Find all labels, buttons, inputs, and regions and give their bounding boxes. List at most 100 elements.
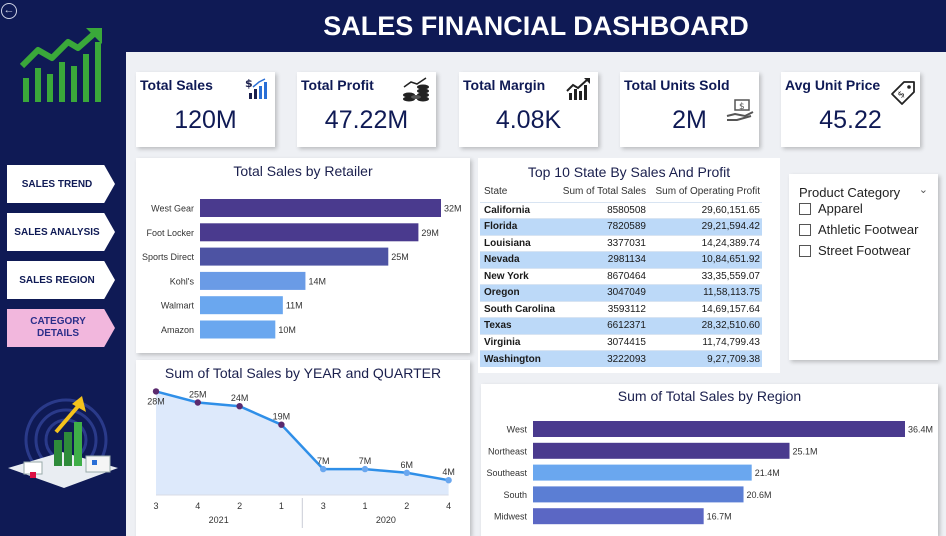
category-label: Foot Locker <box>146 228 194 238</box>
kpi-title: Total Sales <box>140 77 213 93</box>
table-cell: 3074415 <box>607 336 646 348</box>
bar[interactable] <box>200 199 441 217</box>
table-row[interactable]: Texas 6612371 28,32,510.60 <box>480 317 762 334</box>
data-point[interactable] <box>278 421 285 428</box>
data-label: 6M <box>401 460 414 470</box>
data-label: 10M <box>278 325 296 335</box>
bar[interactable] <box>200 296 283 315</box>
table-cell: 3047049 <box>607 287 646 299</box>
x-group-label: 2021 <box>209 515 229 525</box>
column-header[interactable]: Sum of Operating Profit <box>655 186 761 198</box>
table-cell: 8670464 <box>607 270 646 282</box>
x-tick-label: 2 <box>237 501 242 511</box>
category-label: Amazon <box>161 325 194 335</box>
chart-title: Total Sales by Retailer <box>233 163 373 179</box>
table-cell: 3593112 <box>607 303 646 315</box>
column-header[interactable]: State <box>484 186 508 198</box>
state-table: State Sum of Total Sales Sum of Operatin… <box>480 182 762 367</box>
table-cell: 33,35,559.07 <box>701 270 760 282</box>
price-tag-icon: $ <box>890 80 916 111</box>
table-row[interactable]: Virginia 3074415 11,74,799.43 <box>480 334 762 351</box>
table-cell: 14,24,389.74 <box>701 237 760 249</box>
kpi-value: 120M <box>174 106 237 134</box>
kpi-value: 2M <box>672 106 707 134</box>
x-tick-label: 2 <box>404 501 409 511</box>
x-tick-label: 1 <box>279 501 284 511</box>
x-tick-label: 1 <box>362 501 367 511</box>
chart-title: Sum of Total Sales by Region <box>617 388 802 404</box>
table-row[interactable]: South Carolina 3593112 14,69,157.64 <box>480 301 762 318</box>
bar[interactable] <box>200 247 389 266</box>
checkbox[interactable] <box>799 223 811 236</box>
data-label: 7M <box>317 456 330 466</box>
table-row[interactable]: Washington 3222093 9,27,709.38 <box>480 350 762 367</box>
data-point[interactable] <box>403 469 410 476</box>
growth-chart-logo-icon <box>19 28 104 109</box>
table-row[interactable]: California 8580508 29,60,151.65 <box>480 202 762 219</box>
slicer-title: Product Category <box>799 185 901 200</box>
table-title: Top 10 State By Sales And Profit <box>527 164 731 180</box>
svg-text:$: $ <box>896 90 907 101</box>
data-point[interactable] <box>152 388 160 395</box>
slicer-option-label: Street Footwear <box>818 243 911 258</box>
data-point[interactable] <box>445 477 452 484</box>
table-cell: 11,58,113.75 <box>703 287 760 299</box>
chevron-down-icon[interactable]: ⌄ <box>918 184 928 196</box>
bar[interactable] <box>200 223 419 242</box>
column-header[interactable]: Sum of Total Sales <box>562 186 646 198</box>
nav-sales-region-button[interactable]: SALES REGION <box>7 261 115 299</box>
year-quarter-chart-card: Sum of Total Sales by YEAR and QUARTER 2… <box>136 360 470 536</box>
checkbox[interactable] <box>799 244 811 257</box>
bar[interactable] <box>533 508 704 525</box>
svg-text:$: $ <box>739 102 745 112</box>
x-tick-label: 4 <box>446 501 451 511</box>
kpi-title: Total Profit <box>301 77 374 93</box>
table-row[interactable]: Louisiana 3377031 14,24,389.74 <box>480 235 762 252</box>
table-row[interactable]: Oregon 3047049 11,58,113.75 <box>480 284 762 301</box>
bar[interactable] <box>200 271 306 290</box>
slicer-option-athletic-footwear[interactable]: Athletic Footwear <box>799 222 918 237</box>
nav-sales-trend-button[interactable]: SALES TREND <box>7 165 115 203</box>
data-point[interactable] <box>320 465 327 473</box>
nav-sales-analysis-button[interactable]: SALES ANALYSIS <box>7 213 115 251</box>
back-arrow-icon[interactable]: ← <box>1 3 17 19</box>
slicer-option-apparel[interactable]: Apparel <box>799 201 863 216</box>
data-label: 11M <box>286 301 303 311</box>
category-label: South <box>503 490 527 500</box>
category-label: Sports Direct <box>142 252 195 262</box>
data-label: 14M <box>308 276 326 286</box>
category-label: Southeast <box>486 468 527 478</box>
category-label: Kohl's <box>170 276 195 286</box>
category-label: West Gear <box>151 204 194 214</box>
table-cell: 29,60,151.65 <box>701 204 760 216</box>
retailer-chart-card: Total Sales by Retailer West Gear 32M Foot… <box>136 158 470 353</box>
bar[interactable] <box>533 464 752 481</box>
kpi-title: Total Units Sold <box>624 77 730 93</box>
nav-category-details-button[interactable]: CATEGORY DETAILS <box>7 309 115 347</box>
table-cell: 10,84,651.92 <box>701 254 760 266</box>
bar[interactable] <box>533 421 905 437</box>
table-cell: 9,27,709.38 <box>707 353 760 365</box>
bar[interactable] <box>200 320 276 339</box>
retailer-bar-chart: West Gear 32M Foot Locker 29M Sports Direct 2… <box>142 199 462 339</box>
table-row[interactable]: Nevada 2981134 10,84,651.92 <box>480 251 762 268</box>
data-point[interactable] <box>194 399 201 406</box>
table-cell: 8580508 <box>607 204 646 216</box>
sidebar: ← SALES TREND SALES ANALYSIS SALES REGIO… <box>0 0 126 536</box>
kpi-card-total-profit: Total Profit 47.22M <box>297 72 436 147</box>
x-tick-label: 3 <box>153 501 158 511</box>
data-label: 25M <box>189 390 207 400</box>
data-point[interactable] <box>236 403 243 410</box>
table-row[interactable]: New York 8670464 33,35,559.07 <box>480 268 762 285</box>
table-cell: California <box>484 204 531 216</box>
slicer-option-street-footwear[interactable]: Street Footwear <box>799 243 911 258</box>
bar[interactable] <box>533 442 790 459</box>
data-label: 25.1M <box>793 446 818 456</box>
area-fill <box>156 391 449 495</box>
data-point[interactable] <box>361 465 369 473</box>
table-cell: Texas <box>484 320 512 332</box>
table-row[interactable]: Florida 7820589 29,21,594.42 <box>480 218 762 235</box>
checkbox[interactable] <box>799 202 811 215</box>
page-title: SALES FINANCIAL DASHBOARD <box>126 0 946 52</box>
bar[interactable] <box>533 486 744 503</box>
